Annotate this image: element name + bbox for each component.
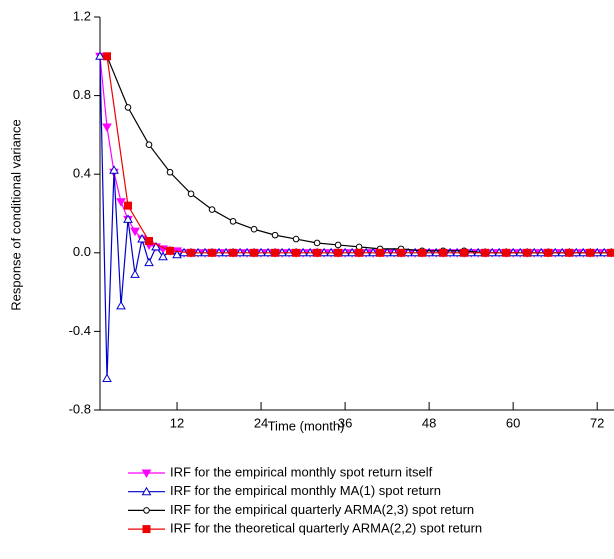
marker: [145, 141, 153, 149]
marker: [292, 235, 300, 243]
marker: [523, 248, 532, 257]
marker: [187, 248, 196, 257]
x-tick-label: 60: [506, 415, 520, 430]
marker: [144, 257, 154, 267]
y-axis-label: Response of conditional variance: [8, 119, 23, 311]
marker: [158, 251, 168, 261]
marker: [271, 248, 280, 257]
legend-label: IRF for the empirical quarterly ARMA(2,3…: [170, 502, 474, 517]
marker: [565, 248, 574, 257]
marker: [292, 248, 301, 257]
marker: [124, 201, 133, 210]
y-tick-label: -0.8: [69, 401, 91, 416]
series-line: [106, 56, 612, 254]
marker: [607, 248, 614, 257]
marker: [116, 198, 126, 207]
marker: [123, 214, 133, 223]
x-tick-label: 24: [254, 415, 268, 430]
marker: [355, 248, 364, 257]
marker: [313, 248, 322, 257]
legend-marker: [141, 469, 152, 479]
marker: [145, 237, 154, 246]
marker: [109, 165, 119, 174]
legend-marker: [143, 507, 150, 514]
marker: [130, 269, 140, 278]
series-line: [106, 56, 612, 254]
legend-label: IRF for the theoretical quarterly ARMA(2…: [170, 521, 482, 536]
legend-marker: [142, 525, 151, 534]
marker: [172, 249, 182, 259]
marker: [124, 104, 132, 111]
marker: [158, 245, 168, 254]
series-line: [99, 56, 612, 379]
y-tick-label: 0.8: [73, 87, 91, 102]
marker: [116, 300, 126, 310]
marker: [137, 234, 147, 243]
marker: [397, 248, 406, 257]
marker: [229, 218, 237, 225]
marker: [102, 373, 112, 383]
marker: [250, 248, 259, 257]
marker: [187, 190, 195, 198]
marker: [334, 248, 343, 257]
series-line: [99, 56, 612, 254]
marker: [460, 248, 469, 257]
x-tick-label: 72: [590, 415, 604, 430]
y-tick-label: 0.0: [73, 244, 91, 259]
marker: [439, 248, 448, 257]
y-tick-label: 1.2: [73, 8, 91, 23]
marker: [130, 227, 140, 237]
marker: [102, 123, 112, 133]
legend-marker: [141, 486, 152, 496]
x-axis-label: Time (month): [268, 418, 345, 433]
marker: [334, 241, 342, 249]
marker: [502, 248, 511, 257]
marker: [376, 248, 385, 257]
x-tick-label: 36: [338, 415, 352, 430]
marker: [95, 51, 105, 60]
marker: [166, 246, 175, 255]
marker: [208, 206, 216, 213]
marker: [544, 248, 553, 257]
marker: [271, 231, 279, 239]
x-tick-label: 12: [170, 415, 184, 430]
x-tick-label: 48: [422, 415, 436, 430]
y-tick-label: 0.4: [73, 166, 91, 181]
marker: [229, 248, 238, 257]
y-tick-label: -0.4: [69, 323, 91, 338]
marker: [208, 248, 217, 257]
legend-label: IRF for the empirical monthly MA(1) spot…: [170, 483, 441, 498]
marker: [313, 239, 321, 247]
marker: [166, 168, 174, 176]
marker: [481, 248, 490, 257]
legend-label: IRF for the empirical monthly spot retur…: [170, 464, 433, 479]
marker: [250, 225, 258, 233]
marker: [151, 241, 161, 251]
marker: [103, 52, 112, 61]
marker: [586, 248, 595, 257]
marker: [418, 248, 427, 257]
